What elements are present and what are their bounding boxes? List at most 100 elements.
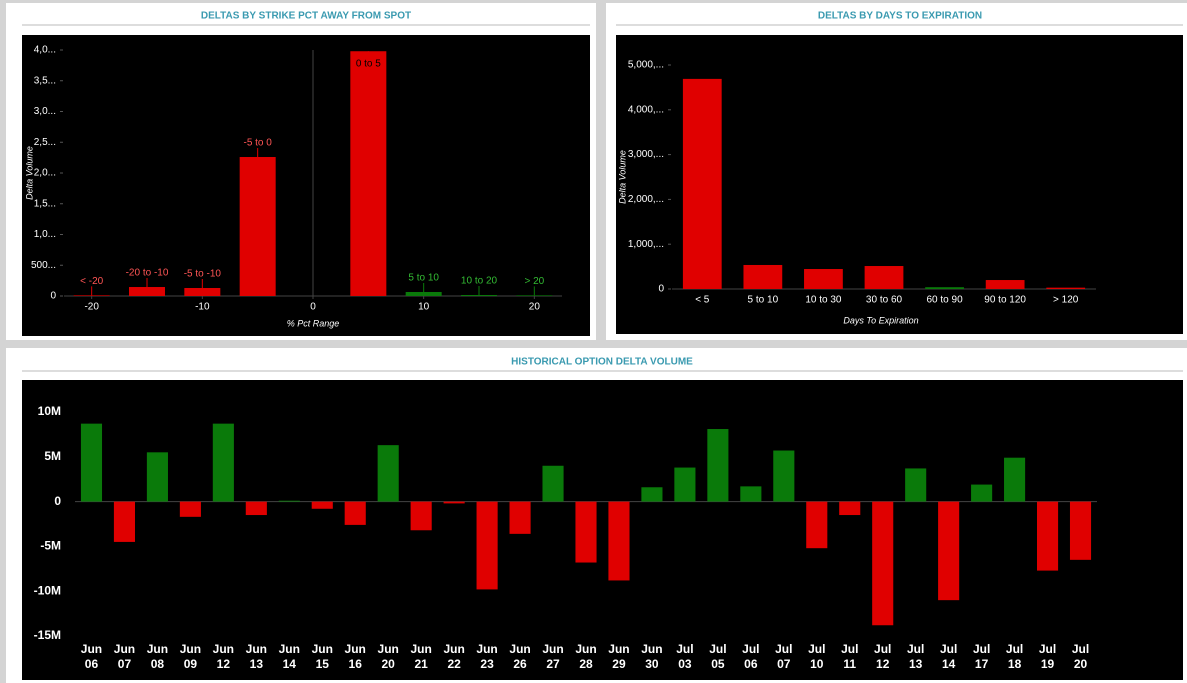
y-tick-label: 2,000,... [628,194,664,205]
y-tick-label: 3,5... [34,75,56,86]
x-tick-label: Jun [509,642,530,656]
x-tick-label: 19 [1041,657,1055,671]
x-tick-label: 10 to 30 [805,295,842,306]
x-tick-label: 15 [316,657,330,671]
bar [773,450,795,502]
x-tick-label: Jul [676,642,693,656]
bar [872,501,894,626]
bar [129,287,165,296]
bar-label: 5 to 10 [408,273,439,284]
y-tick-label: 2,5... [34,137,56,148]
x-tick-label: 90 to 120 [984,295,1026,306]
x-tick-label: 20 [1074,657,1088,671]
x-tick-label: 30 [645,657,659,671]
x-tick-label: Jul [1072,642,1089,656]
x-tick-label: 07 [118,657,132,671]
x-tick-label: Jun [542,642,563,656]
bar [443,501,465,504]
x-tick-label: 20 [382,657,396,671]
bar-label: -20 to -10 [126,268,169,279]
x-tick-label: Jun [81,642,102,656]
bar [985,280,1025,289]
plot-area [22,380,1183,680]
x-tick-label: Jul [808,642,825,656]
bar [245,501,267,516]
bar [73,295,110,296]
bar [707,429,729,502]
x-tick-label: 06 [744,657,758,671]
x-tick-label: Jun [608,642,629,656]
bar [740,486,762,502]
x-tick-label: Jun [378,642,399,656]
x-tick-label: 27 [546,657,560,671]
y-tick-label: 0 [658,284,664,295]
x-tick-label: 26 [513,657,527,671]
x-tick-label: 10 [810,657,824,671]
y-tick-label: 0 [50,291,56,302]
bar [377,445,399,502]
bar [405,292,442,296]
bar [344,501,366,525]
bar [461,295,497,296]
bar [938,501,960,601]
x-tick-label: Jun [410,642,431,656]
bar [608,501,630,581]
bar [476,501,498,590]
bar [1069,501,1092,560]
bar [971,484,993,502]
bar-label: 0 to 5 [356,59,381,70]
bar [682,78,722,289]
x-tick-label: 11 [843,657,856,671]
x-tick-label: Jul [742,642,759,656]
bar [410,501,432,531]
x-tick-label: Jun [246,642,267,656]
x-tick-label: 12 [217,657,231,671]
x-tick-label: Jul [973,642,990,656]
y-tick-label: 1,0... [34,229,56,240]
bar [804,269,843,289]
x-tick-label: 03 [678,657,692,671]
bar [925,287,964,289]
bar [509,501,531,534]
x-tick-label: Jul [841,642,858,656]
x-tick-label: 30 to 60 [866,295,903,306]
x-tick-label: Jun [213,642,234,656]
x-tick-label: 14 [283,657,297,671]
x-tick-label: Jul [1006,642,1023,656]
y-tick-label: 5,000,... [628,60,664,71]
x-tick-label: Jul [940,642,957,656]
x-axis-title: % Pct Range [287,318,340,328]
x-tick-label: 22 [447,657,461,671]
x-tick-label: 14 [942,657,956,671]
bar [542,465,564,502]
x-tick-label: Jun [180,642,201,656]
y-tick-label: 5M [44,449,61,463]
bar [113,501,136,542]
x-tick-label: Jul [907,642,924,656]
y-tick-label: -10M [34,583,61,597]
y-tick-label: 2,0... [34,168,56,179]
bar [146,452,168,502]
x-tick-label: 60 to 90 [926,295,963,306]
bar [641,487,663,502]
y-tick-label: 3,0... [34,106,56,117]
x-tick-label: Jul [1039,642,1056,656]
y-tick-label: 1,000,... [628,239,664,250]
x-tick-label: 28 [579,657,593,671]
bar-label: -5 to -10 [184,269,222,280]
x-tick-label: 10 [418,302,430,313]
bar [674,467,696,502]
y-tick-label: 4,0... [34,45,56,56]
bar [575,501,597,563]
x-tick-label: 16 [349,657,363,671]
bar [806,501,828,549]
y-axis-title: Delta Volume [617,150,627,204]
x-tick-label: Jul [709,642,726,656]
x-tick-label: Jun [476,642,497,656]
bar [311,501,333,509]
y-tick-label: -15M [34,628,61,642]
x-tick-label: Jun [147,642,168,656]
x-tick-label: Jun [345,642,366,656]
x-tick-label: 23 [480,657,494,671]
x-tick-label: 18 [1008,657,1022,671]
